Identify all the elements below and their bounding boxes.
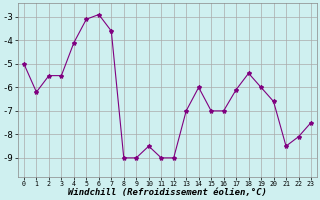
X-axis label: Windchill (Refroidissement éolien,°C): Windchill (Refroidissement éolien,°C) <box>68 188 267 197</box>
